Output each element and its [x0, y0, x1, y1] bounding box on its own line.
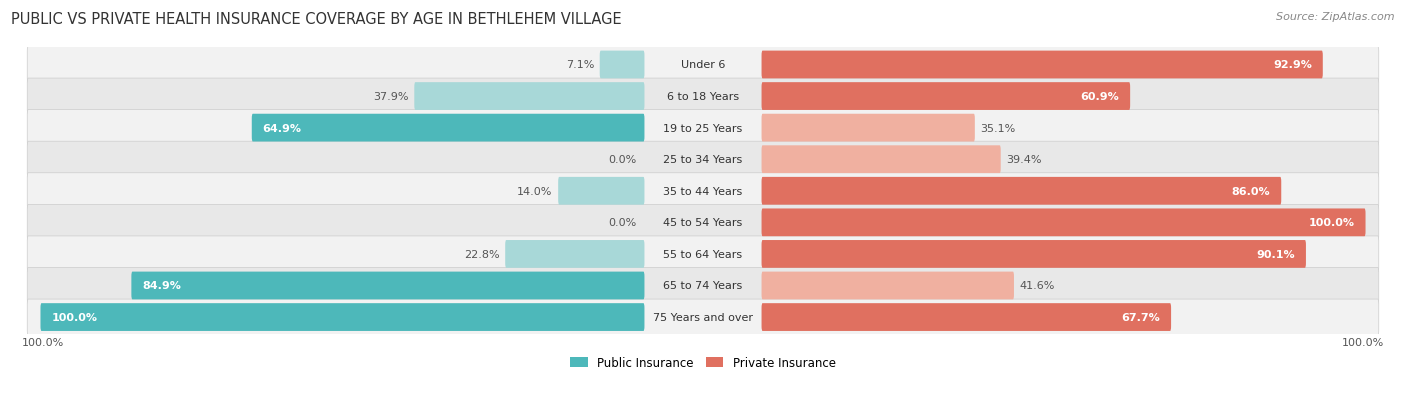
FancyBboxPatch shape — [762, 272, 1014, 300]
Text: 100.0%: 100.0% — [1309, 218, 1354, 228]
Text: 100.0%: 100.0% — [21, 337, 63, 347]
Text: 67.7%: 67.7% — [1122, 312, 1160, 322]
Text: 86.0%: 86.0% — [1232, 186, 1271, 196]
Text: Under 6: Under 6 — [681, 60, 725, 70]
Text: 14.0%: 14.0% — [517, 186, 553, 196]
Text: 60.9%: 60.9% — [1080, 92, 1119, 102]
FancyBboxPatch shape — [415, 83, 644, 111]
FancyBboxPatch shape — [27, 173, 1379, 209]
Text: 0.0%: 0.0% — [609, 218, 637, 228]
FancyBboxPatch shape — [762, 178, 1281, 205]
Text: 64.9%: 64.9% — [263, 123, 302, 133]
Text: 55 to 64 Years: 55 to 64 Years — [664, 249, 742, 259]
FancyBboxPatch shape — [41, 304, 644, 331]
Text: 35.1%: 35.1% — [980, 123, 1015, 133]
FancyBboxPatch shape — [762, 52, 1323, 79]
Legend: Public Insurance, Private Insurance: Public Insurance, Private Insurance — [571, 356, 835, 369]
Text: 100.0%: 100.0% — [52, 312, 97, 322]
FancyBboxPatch shape — [558, 178, 644, 205]
FancyBboxPatch shape — [252, 114, 644, 142]
Text: 25 to 34 Years: 25 to 34 Years — [664, 155, 742, 165]
Text: 65 to 74 Years: 65 to 74 Years — [664, 281, 742, 291]
Text: 19 to 25 Years: 19 to 25 Years — [664, 123, 742, 133]
FancyBboxPatch shape — [762, 146, 1001, 174]
FancyBboxPatch shape — [505, 240, 644, 268]
Text: 92.9%: 92.9% — [1272, 60, 1312, 70]
FancyBboxPatch shape — [27, 236, 1379, 272]
Text: 37.9%: 37.9% — [373, 92, 409, 102]
FancyBboxPatch shape — [27, 79, 1379, 115]
FancyBboxPatch shape — [762, 240, 1306, 268]
Text: Source: ZipAtlas.com: Source: ZipAtlas.com — [1277, 12, 1395, 22]
FancyBboxPatch shape — [27, 268, 1379, 304]
FancyBboxPatch shape — [27, 299, 1379, 335]
Text: 45 to 54 Years: 45 to 54 Years — [664, 218, 742, 228]
FancyBboxPatch shape — [131, 272, 644, 300]
Text: 90.1%: 90.1% — [1257, 249, 1295, 259]
Text: 84.9%: 84.9% — [142, 281, 181, 291]
FancyBboxPatch shape — [762, 209, 1365, 237]
Text: 22.8%: 22.8% — [464, 249, 499, 259]
Text: 7.1%: 7.1% — [565, 60, 595, 70]
Text: PUBLIC VS PRIVATE HEALTH INSURANCE COVERAGE BY AGE IN BETHLEHEM VILLAGE: PUBLIC VS PRIVATE HEALTH INSURANCE COVER… — [11, 12, 621, 27]
Text: 41.6%: 41.6% — [1019, 281, 1054, 291]
Text: 35 to 44 Years: 35 to 44 Years — [664, 186, 742, 196]
FancyBboxPatch shape — [762, 114, 974, 142]
FancyBboxPatch shape — [27, 110, 1379, 146]
FancyBboxPatch shape — [27, 205, 1379, 241]
Text: 100.0%: 100.0% — [1343, 337, 1385, 347]
FancyBboxPatch shape — [762, 83, 1130, 111]
FancyBboxPatch shape — [762, 304, 1171, 331]
FancyBboxPatch shape — [600, 52, 644, 79]
Text: 0.0%: 0.0% — [609, 155, 637, 165]
Text: 6 to 18 Years: 6 to 18 Years — [666, 92, 740, 102]
FancyBboxPatch shape — [27, 142, 1379, 178]
Text: 39.4%: 39.4% — [1007, 155, 1042, 165]
FancyBboxPatch shape — [27, 47, 1379, 83]
Text: 75 Years and over: 75 Years and over — [652, 312, 754, 322]
